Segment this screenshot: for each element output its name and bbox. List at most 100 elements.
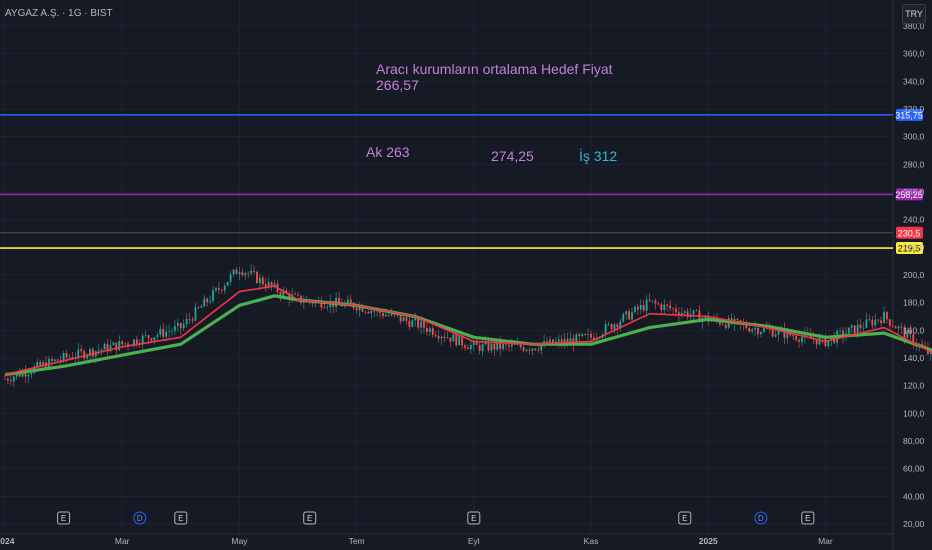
y-tick-label: 280,0 bbox=[903, 159, 925, 169]
candle-body bbox=[253, 270, 255, 272]
candle-body bbox=[4, 378, 6, 380]
currency-button[interactable]: TRY bbox=[902, 4, 926, 24]
candle-body bbox=[886, 312, 888, 320]
price-tag-label: 258,25 bbox=[895, 190, 923, 200]
dividend-marker[interactable]: D bbox=[133, 511, 147, 525]
candle-body bbox=[897, 326, 900, 329]
candle-body bbox=[434, 334, 437, 337]
earnings-marker[interactable]: E bbox=[303, 511, 317, 525]
candle-body bbox=[607, 323, 610, 325]
candle-body bbox=[815, 339, 818, 345]
candle-body bbox=[188, 318, 191, 320]
candle-body bbox=[250, 270, 253, 274]
y-tick-label: 140,0 bbox=[903, 353, 925, 363]
candle-body bbox=[590, 333, 592, 338]
candle-body bbox=[449, 337, 452, 342]
candle-body bbox=[657, 303, 660, 305]
candle-body bbox=[426, 327, 428, 332]
candle-body bbox=[569, 338, 572, 343]
earnings-marker[interactable]: E bbox=[801, 511, 815, 525]
candle-body bbox=[238, 272, 241, 275]
candle-body bbox=[7, 378, 9, 381]
candle-body bbox=[294, 294, 296, 295]
candle-body bbox=[215, 288, 217, 291]
candle-body bbox=[288, 293, 291, 300]
candle-body bbox=[774, 334, 777, 337]
candle-body bbox=[65, 352, 68, 358]
candle-body bbox=[537, 350, 540, 351]
candle-body bbox=[62, 352, 65, 361]
earnings-marker[interactable]: E bbox=[678, 511, 692, 525]
earnings-marker-box bbox=[174, 511, 188, 525]
candle-body bbox=[176, 322, 179, 327]
dividend-marker[interactable]: D bbox=[754, 511, 768, 525]
candle-body bbox=[212, 290, 214, 301]
candle-body bbox=[639, 304, 642, 310]
candle-body bbox=[777, 329, 780, 335]
candle-body bbox=[80, 349, 83, 352]
y-tick-label: 20,00 bbox=[903, 519, 925, 529]
candle-body bbox=[428, 328, 431, 332]
candle-body bbox=[106, 343, 109, 352]
candle-body bbox=[745, 323, 748, 329]
earnings-marker[interactable]: E bbox=[57, 511, 71, 525]
earnings-marker-box bbox=[467, 511, 481, 525]
candle-body bbox=[153, 337, 156, 341]
candle-body bbox=[191, 319, 194, 321]
candle-body bbox=[628, 311, 630, 320]
candle-body bbox=[259, 277, 261, 284]
candle-body bbox=[159, 328, 162, 335]
candle-body bbox=[50, 358, 53, 362]
last-price-label: 230,5 bbox=[898, 228, 921, 238]
candle-body bbox=[581, 334, 584, 337]
candle-body bbox=[757, 327, 759, 335]
candle-body bbox=[147, 335, 150, 339]
candle-body bbox=[839, 330, 841, 332]
candle-body bbox=[675, 308, 677, 313]
candle-body bbox=[349, 299, 352, 303]
earnings-marker-label: E bbox=[307, 514, 312, 523]
earnings-marker-box bbox=[801, 511, 815, 525]
candle-body bbox=[648, 299, 651, 301]
candle-body bbox=[619, 321, 622, 328]
candle-body bbox=[232, 269, 235, 275]
candle-body bbox=[584, 334, 587, 335]
candle-body bbox=[865, 319, 868, 328]
earnings-marker[interactable]: E bbox=[174, 511, 188, 525]
candle-body bbox=[135, 339, 138, 345]
candle-body bbox=[519, 343, 522, 348]
candle-body bbox=[414, 318, 417, 321]
candle-body bbox=[721, 324, 724, 326]
candle-body bbox=[513, 344, 516, 345]
candle-body bbox=[660, 304, 663, 310]
candle-body bbox=[798, 339, 800, 342]
candle-body bbox=[355, 307, 358, 311]
candle-body bbox=[636, 306, 639, 310]
candle-body bbox=[417, 318, 420, 328]
candle-body bbox=[396, 314, 399, 316]
y-tick-label: 120,0 bbox=[903, 381, 925, 391]
candle-body bbox=[121, 341, 124, 345]
candle-body bbox=[891, 325, 894, 327]
candle-body bbox=[669, 305, 672, 309]
candle-body bbox=[801, 337, 803, 342]
candle-body bbox=[672, 308, 674, 310]
candle-body bbox=[179, 322, 182, 329]
earnings-marker-label: E bbox=[61, 514, 66, 523]
candle-body bbox=[77, 349, 80, 358]
candle-body bbox=[877, 319, 880, 321]
candle-body bbox=[575, 334, 578, 345]
candle-body bbox=[531, 348, 534, 351]
candle-body bbox=[297, 294, 299, 296]
candle-body bbox=[786, 330, 789, 339]
candle-body bbox=[528, 349, 531, 351]
y-tick-label: 380,0 bbox=[903, 21, 925, 31]
candle-body bbox=[853, 325, 856, 334]
candle-body bbox=[874, 319, 877, 326]
candle-body bbox=[36, 361, 39, 367]
candle-body bbox=[241, 272, 244, 276]
candle-body bbox=[645, 299, 648, 311]
candle-body bbox=[270, 282, 273, 287]
earnings-marker[interactable]: E bbox=[467, 511, 481, 525]
